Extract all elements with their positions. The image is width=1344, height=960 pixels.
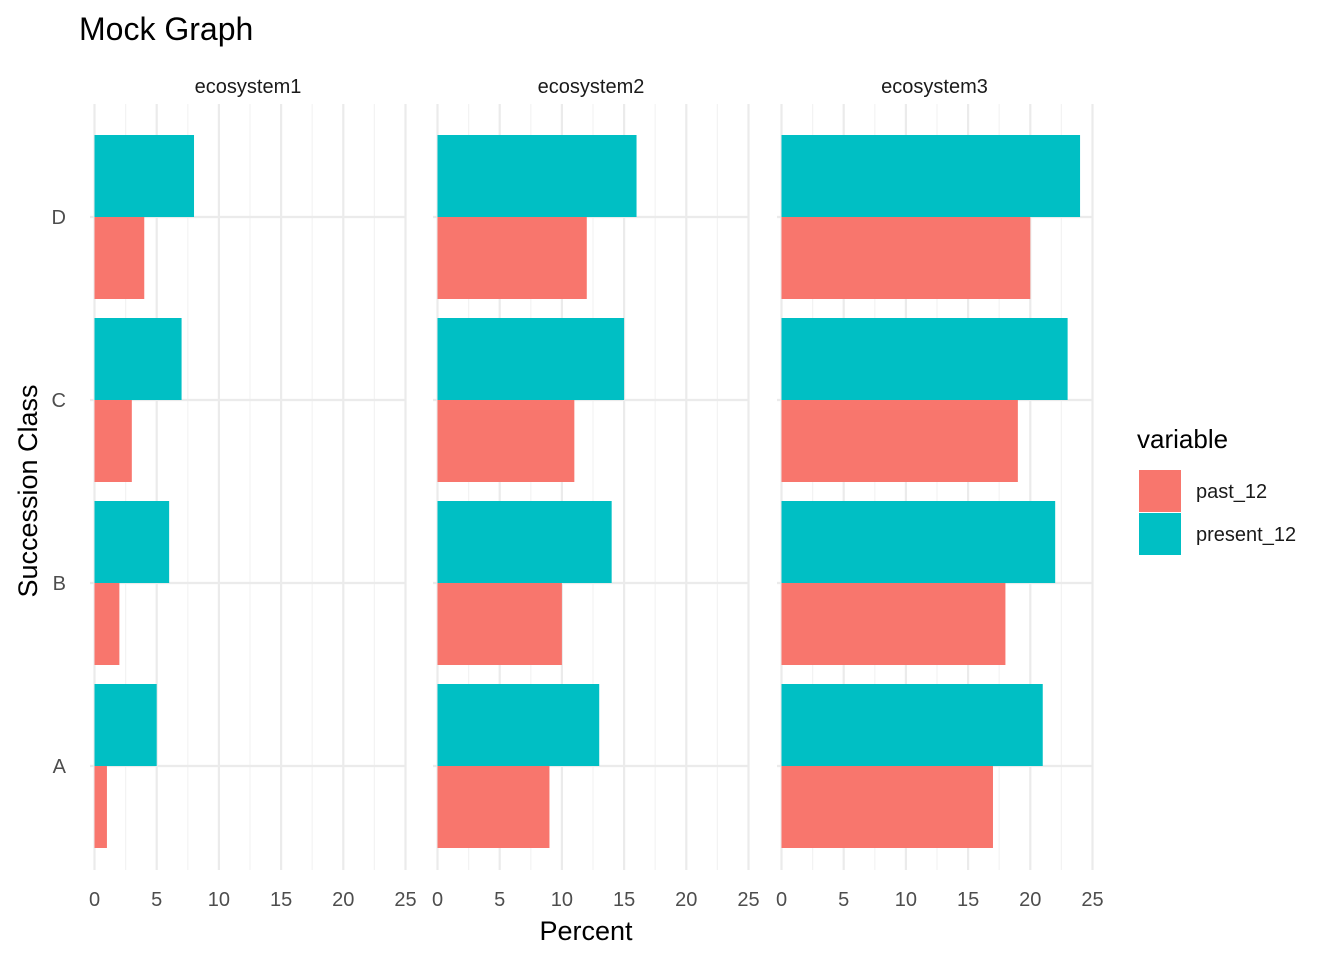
- bar-ecosystem1-past_12-B: [94, 583, 120, 665]
- bar-ecosystem3-past_12-B: [781, 583, 1006, 665]
- bar-ecosystem2-past_12-B: [437, 583, 562, 665]
- bar-ecosystem3-present_12-A: [781, 684, 1043, 766]
- bar-ecosystem3-present_12-B: [781, 501, 1056, 583]
- bar-ecosystem2-past_12-A: [437, 766, 550, 848]
- legend-key-present_12: [1139, 513, 1181, 555]
- x-tick-label: 20: [675, 889, 697, 911]
- x-tick-label: 15: [270, 889, 292, 911]
- y-tick-label: B: [53, 573, 66, 595]
- bar-ecosystem1-past_12-D: [94, 217, 145, 299]
- x-axis-title: Percent: [539, 916, 633, 946]
- bar-ecosystem3-present_12-C: [781, 318, 1068, 400]
- bar-ecosystem2-present_12-B: [437, 501, 612, 583]
- bar-ecosystem2-present_12-D: [437, 135, 637, 217]
- bar-ecosystem1-present_12-D: [94, 135, 195, 217]
- legend: variable past_12 present_12: [1137, 424, 1296, 555]
- bar-ecosystem3-present_12-D: [781, 135, 1081, 217]
- y-axis-title: Succession Class: [13, 384, 43, 597]
- x-tick-label: 5: [494, 889, 505, 911]
- bar-ecosystem2-present_12-A: [437, 684, 600, 766]
- x-tick-label: 5: [838, 889, 849, 911]
- legend-title: variable: [1137, 424, 1228, 454]
- panel-strip-label: ecosystem1: [195, 76, 302, 98]
- x-tick-label: 10: [895, 889, 917, 911]
- x-tick-label: 0: [776, 889, 787, 911]
- panel-ecosystem1: ecosystem1 0 5 10 15 20 25: [89, 76, 417, 911]
- x-tick-label: 25: [394, 889, 416, 911]
- x-tick-label: 20: [332, 889, 354, 911]
- bar-ecosystem2-past_12-D: [437, 217, 587, 299]
- x-tick-label: 15: [957, 889, 979, 911]
- panel-ecosystem2: ecosystem2 0 5 10 15 20 25: [432, 76, 760, 911]
- panel-ecosystem3: ecosystem3 0 5 10 15 20 25: [776, 76, 1104, 911]
- bar-ecosystem3-past_12-D: [781, 217, 1031, 299]
- y-axis-ticks: A B C D: [52, 207, 67, 778]
- bar-ecosystem1-present_12-B: [94, 501, 170, 583]
- bar-ecosystem1-present_12-A: [94, 684, 157, 766]
- legend-key-past_12: [1139, 470, 1181, 512]
- y-tick-label: A: [53, 756, 67, 778]
- panel-strip-label: ecosystem3: [881, 76, 988, 98]
- x-tick-label: 25: [1081, 889, 1103, 911]
- x-tick-label: 25: [737, 889, 759, 911]
- panels: ecosystem1 0 5 10 15 20 25 ecosystem2 0 5 10 15 20 25…: [89, 76, 1104, 911]
- bar-ecosystem1-past_12-A: [94, 766, 107, 848]
- bar-ecosystem3-past_12-A: [781, 766, 993, 848]
- chart-title: Mock Graph: [79, 11, 253, 47]
- bar-ecosystem1-present_12-C: [94, 318, 182, 400]
- x-tick-label: 10: [551, 889, 573, 911]
- legend-label-past_12: past_12: [1196, 481, 1267, 503]
- bar-ecosystem1-past_12-C: [94, 400, 132, 482]
- x-tick-label: 15: [613, 889, 635, 911]
- y-tick-label: D: [52, 207, 66, 229]
- x-tick-label: 0: [432, 889, 443, 911]
- legend-label-present_12: present_12: [1196, 524, 1296, 546]
- x-tick-label: 10: [208, 889, 230, 911]
- bar-ecosystem3-past_12-C: [781, 400, 1018, 482]
- bar-ecosystem2-present_12-C: [437, 318, 625, 400]
- y-tick-label: C: [52, 390, 66, 412]
- bar-ecosystem2-past_12-C: [437, 400, 575, 482]
- panel-strip-label: ecosystem2: [538, 76, 645, 98]
- x-tick-label: 0: [89, 889, 100, 911]
- x-tick-label: 5: [151, 889, 162, 911]
- x-tick-label: 20: [1019, 889, 1041, 911]
